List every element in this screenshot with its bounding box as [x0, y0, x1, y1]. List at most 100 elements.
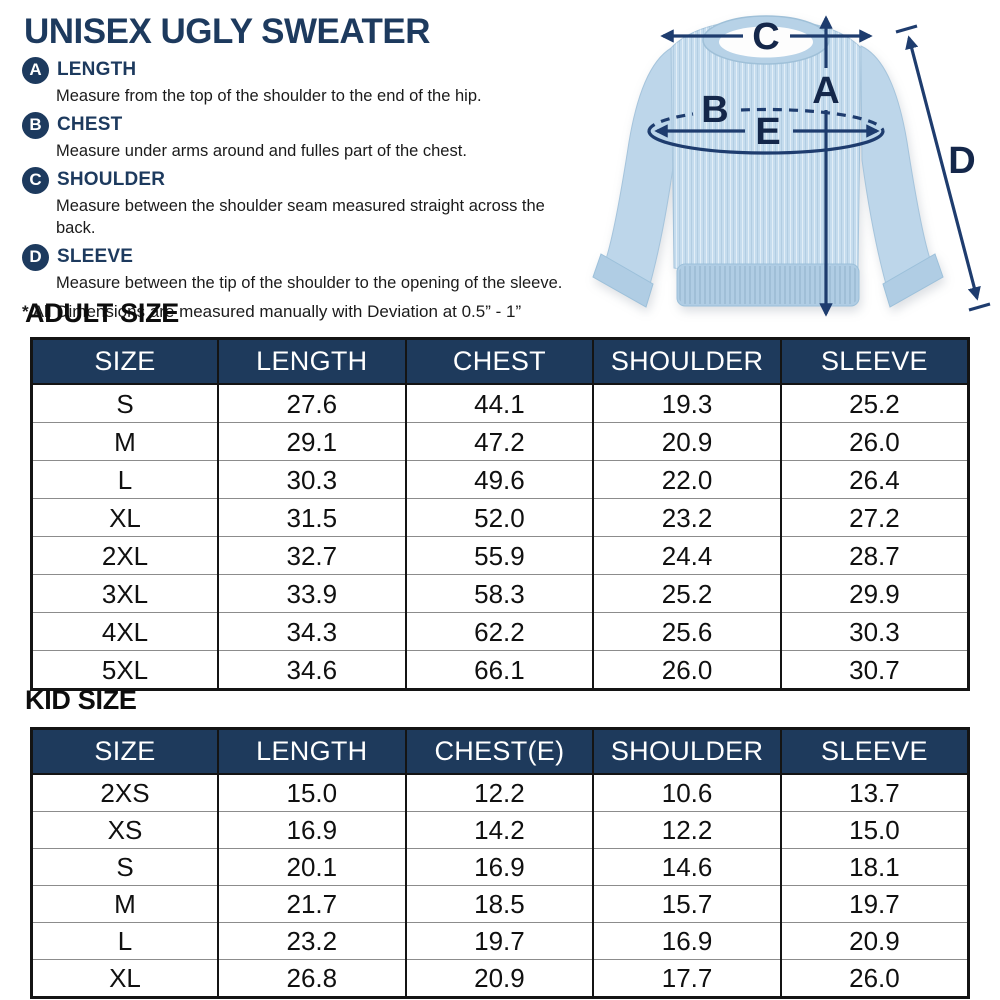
measurement-cell: 52.0 — [404, 498, 594, 537]
size-cell: L — [31, 460, 218, 499]
kid-size-heading: KID SIZE — [25, 685, 137, 715]
label-c: C — [752, 16, 779, 58]
legend-item-length: A LENGTH Measure from the top of the sho… — [22, 56, 572, 107]
sleeve-arrow-d — [905, 35, 981, 301]
size-cell: M — [31, 422, 218, 461]
measurement-cell: 12.2 — [404, 773, 594, 812]
table-row: L 23.2 19.7 16.9 20.9 — [31, 922, 969, 960]
deviation-note-text: All Dimensions are measured manually wit… — [32, 302, 522, 321]
sweater-illustration — [592, 15, 944, 308]
measurement-cell: 58.3 — [404, 574, 594, 613]
legend-item-sleeve: D SLEEVE Measure between the tip of the … — [22, 243, 572, 294]
legend-label-sleeve: SLEEVE — [57, 246, 134, 267]
measurement-cell: 25.2 — [592, 574, 781, 613]
deviation-note: * All Dimensions are measured manually wi… — [22, 302, 572, 322]
legend-desc-shoulder: Measure between the shoulder seam measur… — [56, 197, 545, 237]
table-row: XS 16.9 14.2 12.2 15.0 — [31, 811, 969, 849]
measurement-cell: 34.3 — [217, 612, 406, 651]
size-cell: L — [31, 922, 218, 960]
letter-b-badge-icon: B — [22, 111, 49, 139]
column-header: SIZE — [31, 728, 218, 775]
letter-a-badge-icon: A — [22, 56, 49, 84]
chest-ellipse-dashed-top — [647, 112, 694, 132]
legend-desc-chest: Measure under arms around and fulles par… — [56, 142, 467, 160]
measurement-cell: 17.7 — [592, 959, 781, 998]
left-cuff — [592, 253, 654, 308]
measurement-cell: 22.0 — [592, 460, 781, 499]
size-cell: 2XL — [31, 536, 218, 575]
column-header: SLEEVE — [779, 728, 969, 775]
measurement-cell: 19.7 — [779, 885, 969, 923]
measurement-cell: 21.7 — [217, 885, 406, 923]
table-row: 3XL 33.9 58.3 25.2 29.9 — [31, 574, 969, 613]
table-row: 2XS 15.0 12.2 10.6 13.7 — [31, 773, 969, 812]
header-row: SIZE LENGTH CHEST(E) SHOULDER SLEEVE — [31, 728, 969, 775]
measurement-cell: 13.7 — [779, 773, 969, 812]
measurement-cell: 30.3 — [217, 460, 406, 499]
column-header: SIZE — [31, 338, 218, 385]
legend-head: B CHEST — [22, 111, 572, 139]
legend-item-shoulder: C SHOULDER Measure between the shoulder … — [22, 166, 572, 239]
table-row: 5XL 34.6 66.1 26.0 30.7 — [31, 650, 969, 690]
measurement-cell: 49.6 — [404, 460, 594, 499]
measurement-cell: 15.0 — [217, 773, 406, 812]
table-row: M 21.7 18.5 15.7 19.7 — [31, 885, 969, 923]
measurement-cell: 25.6 — [592, 612, 781, 651]
measurement-cell: 20.9 — [779, 922, 969, 960]
measurement-cell: 15.7 — [592, 885, 781, 923]
size-cell: XL — [31, 959, 218, 998]
measurement-cell: 26.0 — [592, 650, 781, 690]
table-row: S 20.1 16.9 14.6 18.1 — [31, 848, 969, 886]
kid-size-table: SIZE LENGTH CHEST(E) SHOULDER SLEEVE 2XS 15.0 1… — [30, 727, 970, 999]
asterisk: * — [22, 302, 29, 321]
legend-item-chest: B CHEST Measure under arms around and fu… — [22, 111, 572, 162]
label-e: E — [755, 111, 780, 153]
column-header: LENGTH — [217, 338, 406, 385]
measurement-cell: 20.9 — [404, 959, 594, 998]
measurement-cell: 33.9 — [217, 574, 406, 613]
measurement-cell: 20.9 — [592, 422, 781, 461]
letter-c-badge-icon: C — [22, 166, 49, 194]
collar-opening — [719, 26, 813, 58]
adult-size-table: SIZE LENGTH CHEST SHOULDER SLEEVE S 27.6 44.1 19… — [30, 337, 970, 691]
label-a: A — [812, 70, 839, 112]
table-row: M 29.1 47.2 20.9 26.0 — [31, 422, 969, 461]
measurement-cell: 14.6 — [592, 848, 781, 886]
sleeve-arrow-d-tick — [968, 302, 991, 312]
column-header: CHEST(E) — [404, 728, 594, 775]
left-sleeve — [605, 45, 676, 289]
size-cell: XS — [31, 811, 218, 849]
chest-ellipse-dashed-top — [740, 107, 885, 132]
column-header: SLEEVE — [779, 338, 969, 385]
sweater-measurement-diagram: C A B E D — [578, 0, 1000, 332]
table-row: XL 31.5 52.0 23.2 27.2 — [31, 498, 969, 537]
size-cell: 3XL — [31, 574, 218, 613]
measurement-cell: 19.3 — [592, 383, 781, 423]
size-cell: 2XS — [31, 773, 218, 812]
measurement-cell: 18.1 — [779, 848, 969, 886]
column-header: LENGTH — [217, 728, 406, 775]
size-cell: M — [31, 885, 218, 923]
measurement-cell: 55.9 — [404, 536, 594, 575]
size-cell: XL — [31, 498, 218, 537]
measurement-labels: C A B E D — [701, 16, 975, 182]
measurement-cell: 26.4 — [779, 460, 969, 499]
legend-label-chest: CHEST — [57, 114, 123, 135]
page-title: UNISEX UGLY SWEATER — [24, 12, 431, 51]
legend-head: D SLEEVE — [22, 243, 572, 271]
measurement-cell: 18.5 — [404, 885, 594, 923]
waistband-rib-texture — [679, 266, 857, 304]
header-row: SIZE LENGTH CHEST SHOULDER SLEEVE — [31, 338, 969, 385]
measurement-cell: 20.1 — [217, 848, 406, 886]
table-row: S 27.6 44.1 19.3 25.2 — [31, 383, 969, 423]
column-header: CHEST — [404, 338, 594, 385]
measurement-cell: 26.0 — [779, 959, 969, 998]
measurement-cell: 29.9 — [779, 574, 969, 613]
label-b: B — [701, 89, 728, 131]
measurement-cell: 23.2 — [592, 498, 781, 537]
measurement-cell: 12.2 — [592, 811, 781, 849]
measurement-cell: 26.0 — [779, 422, 969, 461]
column-header: SHOULDER — [592, 338, 781, 385]
measurement-cell: 31.5 — [217, 498, 406, 537]
